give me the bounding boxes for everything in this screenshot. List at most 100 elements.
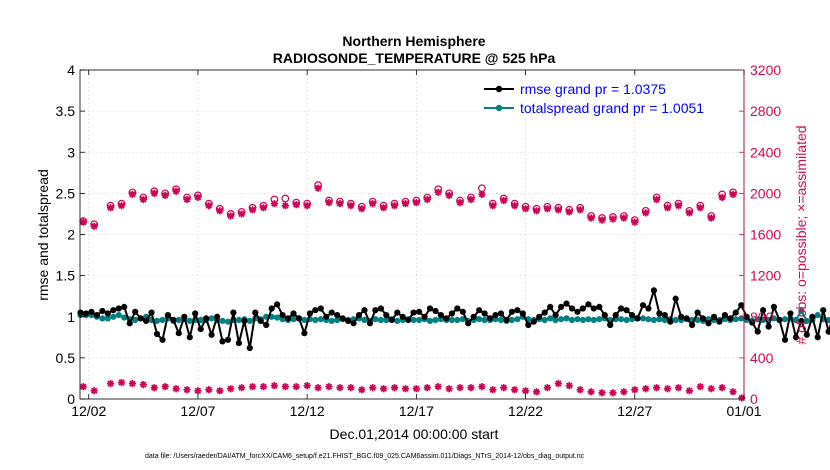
rmse-series-point: [219, 338, 226, 345]
totalspread-series-point: [208, 315, 215, 322]
y-axis-right: 0 400 800 1200 1600 2000 2400 2800 3200: [739, 62, 781, 407]
rmse-series-point: [405, 316, 412, 324]
totalspread-series-point: [650, 316, 658, 324]
rmse-series-point: [710, 313, 718, 320]
rmse-series-point: [497, 310, 505, 317]
star-stroke: [80, 218, 87, 226]
obs-assimilated-marker: [521, 205, 530, 213]
totalspread-series-point: [454, 316, 461, 324]
rmse-series-point: [268, 305, 275, 312]
rmse-series-point: [683, 315, 690, 322]
obs-rejected-marker: [139, 381, 147, 389]
obs-assimilated-marker: [325, 199, 333, 207]
legend-label-rmse: rmse grand pr = 1.0375: [520, 81, 666, 97]
obs-assimilated-marker: [674, 202, 683, 210]
star-stroke: [336, 384, 344, 391]
obs-rejected-marker: [620, 388, 628, 396]
rmse-series-point: [88, 308, 95, 315]
star-stroke: [282, 383, 289, 390]
totalspread-series-point: [121, 314, 128, 321]
obs-rejected-marker: [238, 384, 246, 392]
totalspread-series-point: [459, 316, 466, 323]
totalspread-series-point: [110, 313, 117, 320]
star-stroke: [249, 383, 256, 390]
legend: rmse grand pr = 1.0375 totalspread grand…: [480, 76, 738, 118]
star-stroke: [620, 388, 628, 395]
rmse-series-point: [639, 302, 647, 309]
rmse-series-point: [77, 309, 84, 316]
y-tick-label: 3: [67, 144, 75, 160]
star-stroke: [80, 383, 87, 390]
totalspread-series-point: [476, 316, 483, 323]
totalspread-series-point: [159, 316, 166, 324]
obs-assimilated-marker: [314, 184, 322, 192]
x-tick-label: 12/02: [71, 403, 106, 419]
totalspread-series-point: [301, 316, 308, 324]
rmse-series-point: [126, 320, 133, 327]
rmse-series-point: [492, 312, 499, 319]
y-tick-label: 2: [67, 227, 75, 243]
rmse-series-point: [170, 316, 177, 324]
totalspread-series-point: [639, 315, 647, 322]
obs-rejected-marker: [380, 385, 388, 393]
rmse-series-point: [399, 313, 406, 320]
star-stroke: [738, 394, 746, 402]
star-stroke: [271, 200, 278, 207]
obs-assimilated-marker: [489, 202, 497, 210]
obs-assimilated-marker: [511, 202, 519, 210]
star-stroke: [402, 200, 409, 207]
obs-assimilated-marker: [216, 207, 224, 215]
rmse-series-point: [530, 318, 537, 325]
star-stroke: [697, 204, 704, 211]
star-stroke: [91, 387, 98, 394]
star-stroke: [489, 386, 497, 393]
rmse-series-point: [317, 305, 324, 312]
rmse-series-point: [803, 331, 810, 338]
star-stroke: [140, 196, 147, 203]
totalspread-series-point: [563, 315, 570, 322]
star-stroke: [609, 389, 617, 397]
obs-assimilated-marker: [620, 214, 628, 222]
rmse-series-point: [798, 317, 805, 324]
star-stroke: [205, 202, 213, 209]
obs-assimilated-marker: [696, 204, 704, 212]
obs-rejected-marker: [281, 383, 289, 391]
y2-axis-label: # of obs: o=possible; ×=assimilated: [793, 125, 809, 344]
rmse-series-point: [596, 303, 603, 310]
star-stroke: [314, 384, 322, 391]
totalspread-series-point: [803, 317, 810, 324]
rmse-series-point: [263, 321, 270, 329]
star-stroke: [293, 383, 300, 390]
rmse-series-point: [416, 308, 423, 315]
star-stroke: [369, 384, 376, 391]
obs-assimilated-marker: [685, 209, 693, 217]
rmse-series-point: [454, 305, 461, 312]
totalspread-series-point: [656, 316, 663, 323]
star-stroke: [664, 385, 671, 392]
obs-assimilated-marker: [390, 202, 399, 210]
star-stroke: [183, 386, 191, 393]
rmse-series-point: [814, 334, 821, 341]
rmse-series-point: [410, 309, 417, 316]
obs-assimilated-marker: [423, 195, 431, 204]
rmse-series-point: [508, 308, 515, 315]
rmse-series-point: [590, 305, 597, 312]
obs-rejected-marker: [336, 384, 344, 392]
totalspread-series-point: [361, 316, 368, 324]
rmse-series-point: [230, 309, 237, 316]
rmse-series-point: [487, 315, 494, 322]
obs-rejected-marker: [598, 389, 606, 397]
rmse-series-point: [426, 305, 434, 312]
obs-rejected-marker: [642, 385, 650, 393]
obs-assimilated-marker: [456, 199, 464, 207]
obs-assimilated-marker: [434, 188, 442, 196]
star-stroke: [151, 190, 158, 197]
rmse-series-point: [334, 312, 341, 319]
y2-tick-label: 0: [750, 391, 758, 407]
star-stroke: [500, 197, 507, 204]
rmse-series-point: [672, 295, 679, 302]
rmse-series-point: [809, 313, 816, 320]
obs-rejected-marker: [183, 386, 191, 394]
obs-assimilated-marker: [565, 208, 573, 216]
rmse-series-point: [448, 310, 455, 317]
